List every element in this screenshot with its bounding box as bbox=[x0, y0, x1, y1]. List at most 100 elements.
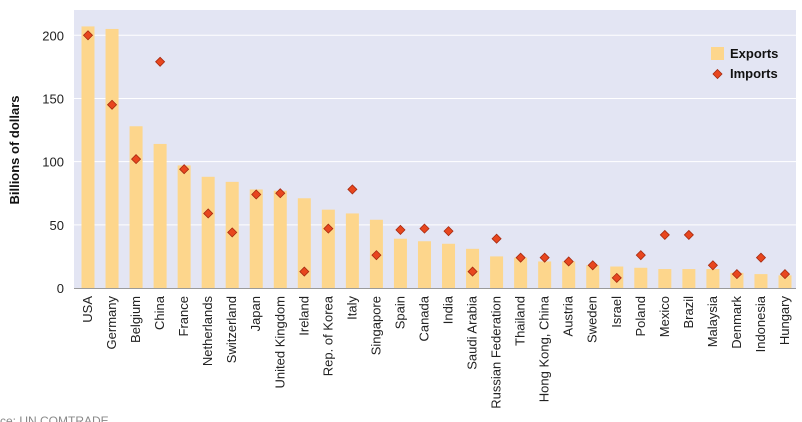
x-category-label: Mexico bbox=[657, 296, 672, 337]
import-marker bbox=[82, 30, 94, 41]
x-category-label: Netherlands bbox=[200, 296, 215, 367]
export-bar bbox=[730, 272, 744, 288]
x-category-label: Hungary bbox=[777, 296, 792, 346]
import-marker bbox=[155, 56, 166, 67]
export-bar bbox=[682, 269, 696, 288]
import-marker bbox=[443, 226, 454, 237]
x-category-label: Germany bbox=[104, 296, 119, 350]
export-bar bbox=[586, 265, 600, 288]
source-note: rce: UN COMTRADE bbox=[0, 414, 109, 422]
x-category-label: Spain bbox=[392, 296, 407, 329]
x-category-label: France bbox=[176, 296, 191, 336]
import-marker bbox=[755, 252, 767, 263]
export-bar bbox=[514, 257, 528, 288]
export-bar bbox=[490, 256, 504, 288]
export-bar bbox=[393, 238, 407, 288]
export-bar bbox=[562, 261, 576, 288]
import-marker bbox=[611, 272, 622, 283]
y-tick-label: 200 bbox=[42, 28, 64, 43]
import-marker bbox=[106, 99, 118, 110]
import-marker bbox=[635, 250, 646, 261]
export-bar bbox=[153, 143, 167, 288]
x-category-label: USA bbox=[80, 296, 95, 323]
export-bar bbox=[321, 209, 335, 288]
gridlines bbox=[74, 34, 796, 226]
y-axis-label: Billions of dollars bbox=[7, 95, 22, 204]
export-bar bbox=[273, 190, 287, 288]
x-category-label: Japan bbox=[248, 296, 263, 331]
plot-background bbox=[74, 10, 796, 288]
import-marker bbox=[179, 164, 190, 175]
export-bar bbox=[442, 243, 456, 288]
x-category-label: Canada bbox=[416, 295, 431, 341]
import-marker bbox=[467, 266, 478, 277]
x-category-label: Saudi Arabia bbox=[465, 295, 480, 369]
import-marker bbox=[539, 252, 550, 263]
export-bar bbox=[345, 213, 359, 288]
import-marker bbox=[395, 224, 406, 235]
import-marker bbox=[347, 184, 358, 195]
export-bar bbox=[297, 198, 311, 288]
x-category-label: Israel bbox=[609, 296, 624, 328]
export-bar bbox=[634, 267, 648, 288]
x-category-label: Denmark bbox=[729, 296, 744, 349]
x-category-label: Austria bbox=[561, 295, 576, 336]
import-marker bbox=[707, 260, 718, 271]
export-bar bbox=[177, 165, 191, 288]
x-category-label: Rep. of Korea bbox=[320, 295, 335, 376]
y-axis-ticks: 0 50 100 150 200 bbox=[42, 28, 64, 296]
x-axis-categories: USA Germany Belgium China France Netherlands S… bbox=[80, 295, 792, 409]
y-tick-label: 100 bbox=[42, 155, 64, 170]
x-category-label: Thailand bbox=[513, 296, 528, 346]
export-bar bbox=[658, 269, 672, 288]
import-markers bbox=[82, 30, 791, 283]
x-category-label: Sweden bbox=[585, 296, 600, 343]
x-category-label: Poland bbox=[633, 296, 648, 336]
export-bar bbox=[105, 28, 119, 288]
x-category-label: Singapore bbox=[368, 296, 383, 355]
x-category-label: Italy bbox=[344, 296, 359, 320]
x-category-label: United Kingdom bbox=[272, 296, 287, 389]
y-tick-label: 150 bbox=[42, 91, 64, 106]
legend-exports-label: Exports bbox=[730, 46, 778, 61]
import-marker bbox=[491, 233, 502, 244]
import-marker bbox=[419, 223, 430, 234]
import-marker bbox=[587, 260, 598, 271]
legend-exports-swatch bbox=[711, 47, 724, 60]
import-marker bbox=[515, 252, 526, 263]
export-bar bbox=[201, 176, 215, 288]
import-marker bbox=[371, 250, 382, 261]
legend-imports-marker bbox=[712, 68, 723, 80]
x-category-label: Malaysia bbox=[705, 295, 720, 347]
export-bar bbox=[129, 126, 143, 288]
import-marker bbox=[779, 269, 791, 280]
x-category-label: Switzerland bbox=[224, 296, 239, 363]
import-marker bbox=[323, 223, 334, 234]
x-category-label: China bbox=[152, 295, 167, 330]
import-marker bbox=[299, 266, 310, 277]
import-marker bbox=[731, 269, 742, 280]
export-bar bbox=[754, 274, 768, 288]
import-marker bbox=[131, 154, 142, 165]
import-marker bbox=[683, 229, 694, 240]
import-marker bbox=[203, 208, 214, 219]
export-bar bbox=[81, 26, 95, 288]
export-bar bbox=[249, 189, 263, 288]
import-marker bbox=[251, 189, 262, 200]
import-marker bbox=[275, 188, 286, 199]
x-category-label: Ireland bbox=[296, 296, 311, 336]
import-marker bbox=[227, 227, 238, 238]
import-marker bbox=[563, 256, 574, 267]
x-category-label: Indonesia bbox=[753, 295, 768, 352]
import-marker bbox=[659, 229, 670, 240]
x-category-label: Belgium bbox=[128, 296, 143, 343]
y-tick-label: 50 bbox=[50, 218, 64, 233]
export-bar bbox=[417, 241, 431, 288]
x-category-label: Brazil bbox=[681, 296, 696, 329]
legend-imports-label: Imports bbox=[730, 66, 778, 81]
x-category-label: India bbox=[441, 295, 456, 324]
export-bar bbox=[538, 261, 552, 288]
x-category-label: Russian Federation bbox=[489, 296, 504, 409]
export-bar bbox=[706, 269, 720, 288]
